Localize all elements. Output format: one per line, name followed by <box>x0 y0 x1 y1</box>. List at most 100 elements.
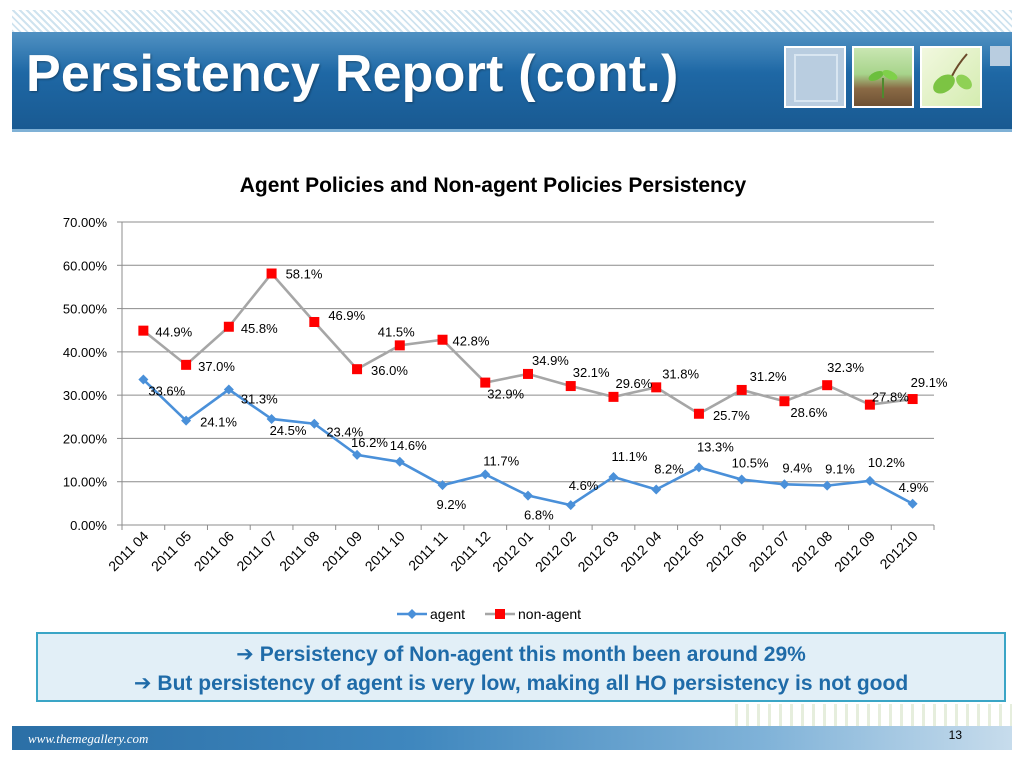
x-tick-label: 2011 09 <box>319 528 366 575</box>
decorative-square <box>990 46 1010 66</box>
x-tick-label: 2011 04 <box>105 528 152 575</box>
non-agent-data-label: 28.6% <box>790 405 827 420</box>
persistency-line-chart: 0.00% 10.00% 20.00% 30.00% 40.00% 50.00% 60.00… <box>63 215 948 622</box>
non-agent-data-label: 29.1% <box>911 375 948 390</box>
arrow-icon: ➔ <box>133 671 152 695</box>
agent-point <box>736 474 747 485</box>
agent-data-label: 8.2% <box>654 462 684 477</box>
agent-data-label: 6.8% <box>524 508 554 523</box>
non-agent-point <box>138 325 149 336</box>
agent-data-label: 10.5% <box>732 456 769 471</box>
agent-point <box>309 418 320 429</box>
x-tick-label: 2012 04 <box>617 528 664 575</box>
non-agent-point <box>651 382 662 393</box>
non-agent-point <box>437 334 448 345</box>
non-agent-point <box>608 391 619 402</box>
agent-data-label: 9.1% <box>825 462 855 477</box>
agent-data-label: 10.2% <box>868 455 905 470</box>
callout-line-2: ➔ But persistency of agent is very low, m… <box>38 671 1004 696</box>
agent-point <box>223 384 234 395</box>
y-tick-label: 70.00% <box>63 215 108 230</box>
blank-photo-frame <box>784 46 846 108</box>
non-agent-point <box>309 316 320 327</box>
non-agent-data-label: 37.0% <box>198 359 235 374</box>
legend-agent-marker <box>407 609 417 619</box>
arrow-icon: ➔ <box>236 642 254 666</box>
x-tick-label: 2012 05 <box>660 528 707 575</box>
agent-data-label: 33.6% <box>148 384 185 399</box>
agent-point <box>565 500 576 511</box>
summary-callout: ➔ Persistency of Non-agent this month bee… <box>36 632 1006 702</box>
agent-point <box>352 449 363 460</box>
x-tick-label: 2011 07 <box>233 528 280 575</box>
non-agent-point <box>480 377 491 388</box>
non-agent-point <box>565 381 576 392</box>
callout-line-1: ➔ Persistency of Non-agent this month bee… <box>38 642 1004 667</box>
agent-point <box>608 471 619 482</box>
agent-point <box>181 415 192 426</box>
agent-point <box>822 480 833 491</box>
non-agent-point <box>523 368 533 379</box>
header-stripe <box>12 10 1012 32</box>
agent-data-label: 24.1% <box>200 415 237 430</box>
non-agent-point <box>266 268 277 279</box>
non-agent-point <box>693 408 704 419</box>
non-agent-point <box>907 394 918 405</box>
non-agent-data-label: 46.9% <box>328 308 365 323</box>
callout-text-2: But persistency of agent is very low, ma… <box>157 672 909 695</box>
agent-data-label: 31.3% <box>241 392 278 407</box>
y-tick-label: 40.00% <box>63 345 108 360</box>
agent-point <box>138 374 149 385</box>
non-agent-point <box>779 396 790 407</box>
non-agent-data-label: 58.1% <box>286 267 323 282</box>
sprout-icon <box>868 70 898 98</box>
chart-title: Agent Policies and Non-agent Policies Pe… <box>239 174 747 197</box>
x-tick-label: 2011 10 <box>362 528 409 575</box>
x-tick-label: 2011 05 <box>148 528 195 575</box>
non-agent-point <box>736 384 747 395</box>
x-tick-label: 2012 06 <box>703 528 750 575</box>
page-title: Persistency Report (cont.) <box>26 45 679 103</box>
non-agent-point <box>181 359 192 370</box>
agent-data-label: 4.6% <box>569 478 599 493</box>
x-tick-label: 2011 12 <box>447 528 494 575</box>
y-tick-label: 60.00% <box>63 258 108 273</box>
agent-data-label: 11.1% <box>611 449 647 464</box>
leaf-icon <box>933 53 972 94</box>
footer-bar <box>12 726 1012 750</box>
leaf-photo <box>920 46 982 108</box>
footer-url: www.themegallery.com <box>28 731 149 746</box>
legend-non-agent-label: non-agent <box>518 606 581 622</box>
agent-data-label: 24.5% <box>270 423 307 438</box>
non-agent-data-label: 31.8% <box>662 366 699 381</box>
x-tick-label: 2012 08 <box>788 528 835 575</box>
non-agent-data-label: 31.2% <box>750 369 787 384</box>
x-tick-label: 2011 06 <box>191 528 238 575</box>
y-tick-label: 0.00% <box>70 518 107 533</box>
sprout-photo <box>852 46 914 108</box>
non-agent-data-label: 25.7% <box>713 408 750 423</box>
legend-non-agent-marker <box>495 609 505 619</box>
y-tick-label: 10.00% <box>63 475 108 490</box>
x-tick-label: 2012 01 <box>489 528 536 575</box>
non-agent-data-label: 42.8% <box>453 334 490 349</box>
non-agent-point <box>352 364 363 375</box>
non-agent-data-label: 27.8% <box>872 390 909 405</box>
agent-data-label: 14.6% <box>390 438 427 453</box>
agent-point <box>523 490 533 501</box>
non-agent-data-label: 32.3% <box>827 360 864 375</box>
agent-point <box>907 498 918 509</box>
agent-data-label: 23.4% <box>326 425 363 440</box>
agent-point <box>394 456 405 467</box>
non-agent-data-label: 41.5% <box>378 324 415 339</box>
x-tick-label: 2012 03 <box>574 528 621 575</box>
agent-data-label: 9.2% <box>437 497 467 512</box>
non-agent-data-label: 36.0% <box>371 363 408 378</box>
agent-point <box>864 475 875 486</box>
agent-data-label: 4.9% <box>899 480 929 495</box>
x-tick-label: 2011 11 <box>405 528 451 574</box>
non-agent-point <box>394 340 405 351</box>
page-number: 13 <box>948 728 962 742</box>
non-agent-data-label: 45.8% <box>241 321 278 336</box>
non-agent-data-label: 32.9% <box>487 387 524 402</box>
